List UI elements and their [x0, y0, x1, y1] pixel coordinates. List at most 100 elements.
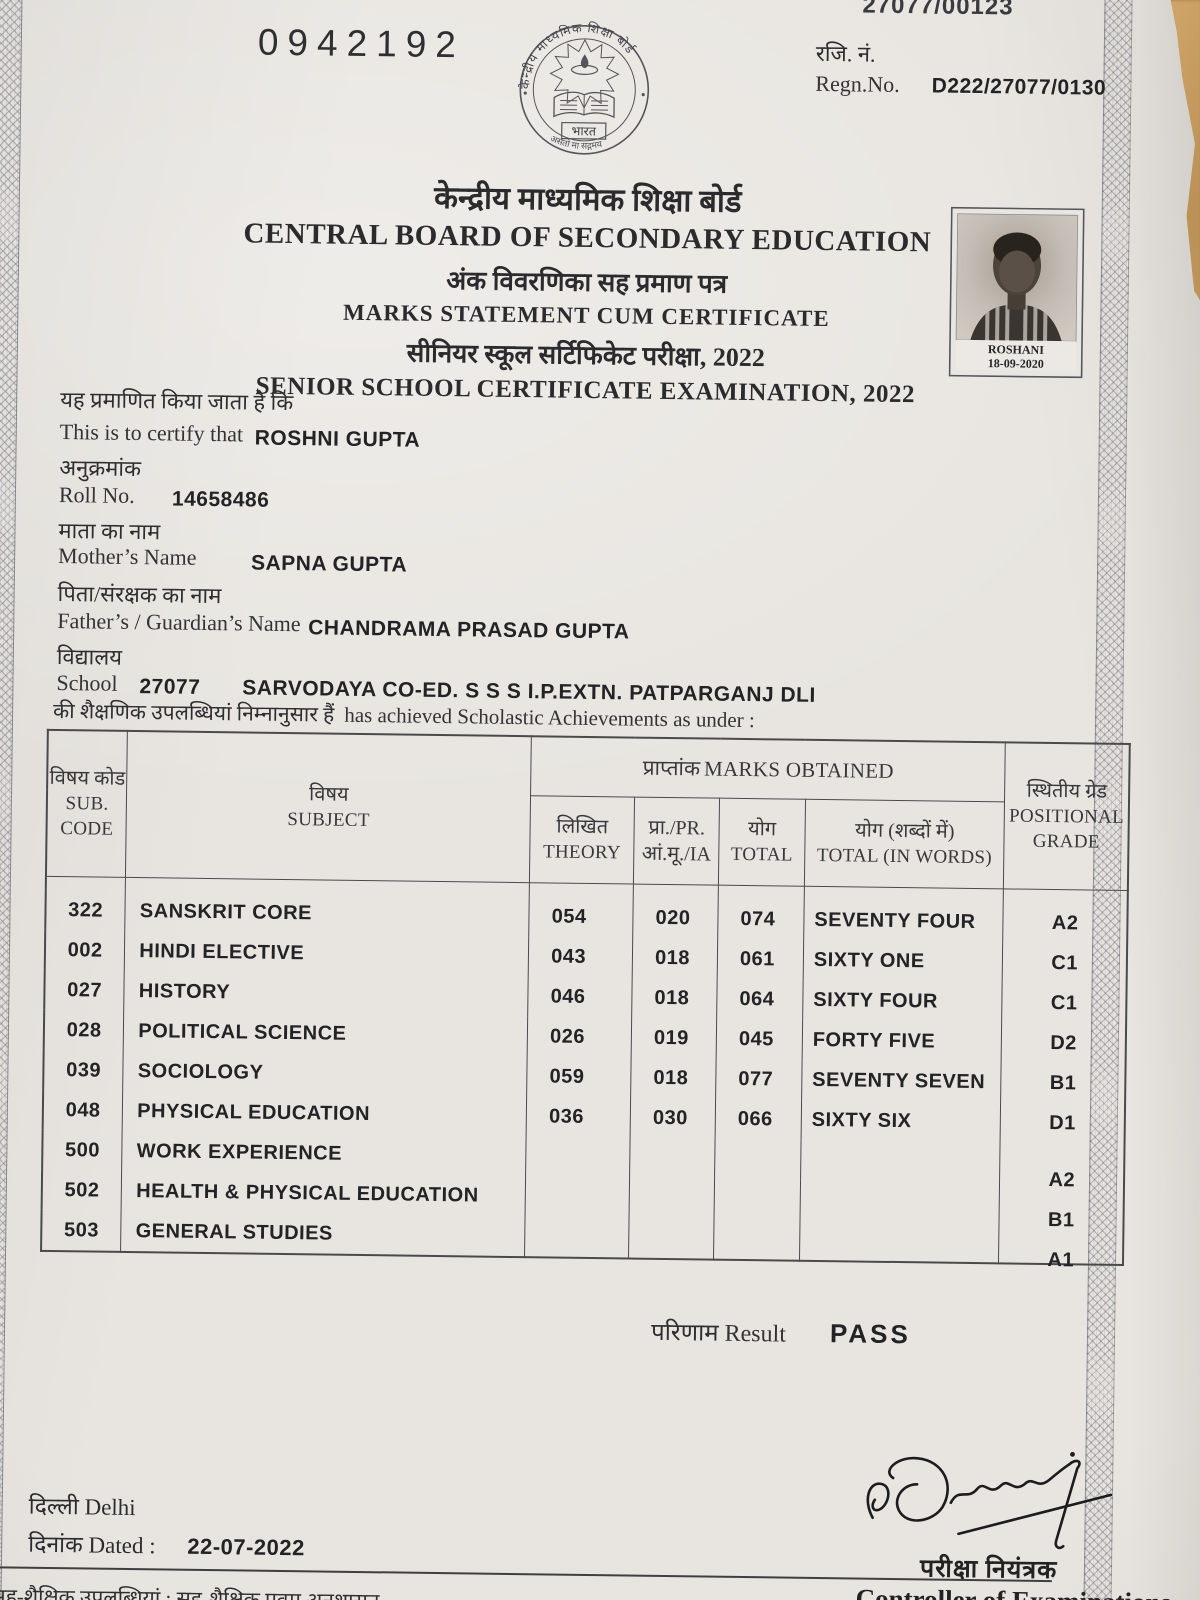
- result-label-hindi: परिणाम: [650, 1319, 719, 1347]
- signature-scribble: [866, 1451, 1113, 1550]
- father-name: CHANDRAMA PRASAD GUPTA: [308, 616, 630, 644]
- cell-total-words: FORTY FIVE: [802, 1019, 1003, 1063]
- cell-total-words: [799, 1179, 1001, 1223]
- cell-sub-code: 002: [44, 929, 126, 971]
- cell-total: [714, 1138, 801, 1180]
- roll-label-hindi: अनुक्रमांक: [59, 454, 142, 482]
- top-edge-code: 27077/00123: [862, 0, 1014, 21]
- date-value: 22-07-2022: [187, 1533, 306, 1561]
- place-line: दिल्ली Delhi: [29, 1489, 136, 1522]
- date-label-hindi: दिनांक: [28, 1531, 83, 1558]
- cell-total: 066: [715, 1098, 802, 1140]
- cell-sub-code: 039: [43, 1049, 124, 1091]
- cell-theory: [524, 1216, 630, 1259]
- cell-sub-code: 028: [43, 1009, 125, 1051]
- cell-total: [714, 1178, 801, 1220]
- cell-practical: 018: [632, 937, 718, 979]
- certify-label-english: This is to certify that: [59, 419, 244, 447]
- coscholastic-note: सह-शैक्षिक उपलब्धियां : सह-शैक्षिक एवम अ…: [0, 1584, 380, 1600]
- photo-caption-name: ROSHANI: [988, 342, 1045, 357]
- cell-practical: 018: [631, 977, 718, 1019]
- school-label-hindi: विद्यालय: [56, 643, 123, 670]
- cell-total-words: [799, 1219, 1000, 1264]
- cell-theory: 043: [528, 936, 633, 978]
- registration-block: रजि. नं. Regn.No. D222/27077/0130: [815, 39, 1107, 104]
- cell-total: 045: [716, 1018, 803, 1060]
- col-header-theory: लिखित THEORY: [529, 795, 635, 885]
- cell-subject: PHYSICAL EDUCATION: [122, 1090, 527, 1137]
- signer-title-english: Controller of Examinations: [855, 1584, 1171, 1600]
- date-line: दिनांक Dated : 22-07-2022: [28, 1527, 305, 1563]
- result-value: PASS: [829, 1318, 912, 1350]
- svg-text:केन्द्रीय माध्यमिक शिक्षा बोर्: केन्द्रीय माध्यमिक शिक्षा बोर्ड: [517, 19, 638, 91]
- col-header-marks-obtained: प्राप्तांक MARKS OBTAINED: [530, 736, 1006, 802]
- cell-subject: WORK EXPERIENCE: [121, 1130, 527, 1177]
- cell-theory: 036: [526, 1096, 631, 1138]
- place-english: Delhi: [84, 1494, 136, 1521]
- cell-total-words: SIXTY ONE: [803, 939, 1004, 983]
- emblem-ring-text: केन्द्रीय माध्यमिक शिक्षा बोर्ड: [517, 19, 638, 91]
- col-header-subject: विषय SUBJECT: [125, 730, 532, 883]
- cell-practical: [628, 1217, 715, 1260]
- cell-total-words: SEVENTY FOUR: [803, 899, 1004, 943]
- cell-total-words: [800, 1139, 1001, 1183]
- cbse-emblem-icon: केन्द्रीय माध्यमिक शिक्षा बोर्ड भारत असत…: [517, 19, 650, 155]
- cell-total: 064: [716, 978, 804, 1020]
- cell-subject: GENERAL STUDIES: [120, 1210, 526, 1258]
- serial-number: 0942192: [257, 21, 466, 66]
- mother-label-english: Mother’s Name: [57, 542, 197, 570]
- achievements-english: has achieved Scholastic Achievements as …: [344, 702, 755, 733]
- cell-grade: A2: [1003, 902, 1128, 945]
- cell-theory: 046: [527, 976, 633, 1018]
- cell-practical: 018: [630, 1057, 717, 1099]
- mother-label-hindi: माता का नाम: [58, 517, 161, 545]
- candidate-name: ROSHNI GUPTA: [254, 426, 421, 452]
- achievements-hindi: की शैक्षणिक उपलब्धियां निम्नानुसार हैं: [52, 698, 335, 727]
- cell-theory: [525, 1136, 631, 1178]
- father-label-english: Father’s / Guardian’s Name: [57, 607, 301, 637]
- cell-total-words: SIXTY FOUR: [802, 979, 1003, 1023]
- cell-subject: HISTORY: [124, 970, 529, 1017]
- marks-table-body: 322 SANSKRIT CORE 054 020 074 SEVENTY FO…: [41, 876, 1128, 1271]
- roll-label-english: Roll No.: [58, 481, 135, 508]
- cell-total: 061: [717, 938, 804, 980]
- col-header-sub-code: विषय कोड SUB. CODE: [45, 729, 128, 878]
- cell-sub-code: 048: [42, 1089, 124, 1131]
- cell-sub-code: 027: [44, 969, 125, 1011]
- school-code: 27077: [139, 675, 201, 699]
- regn-number: D222/27077/0130: [931, 74, 1107, 100]
- cell-total-words: SEVENTY SEVEN: [801, 1059, 1002, 1103]
- cell-theory: 059: [526, 1056, 632, 1098]
- cell-theory: 054: [528, 896, 634, 938]
- cell-sub-code: 502: [41, 1169, 122, 1211]
- roll-number: 14658486: [171, 487, 270, 512]
- cell-theory: [525, 1176, 630, 1218]
- cell-sub-code: 503: [41, 1209, 122, 1252]
- cell-grade: B1: [1001, 1062, 1126, 1105]
- col-header-total-words: योग (शब्दों में) TOTAL (IN WORDS): [804, 799, 1005, 889]
- result-label-english: Result: [724, 1320, 787, 1348]
- result-line: परिणाम Result PASS: [651, 1315, 911, 1351]
- father-label-hindi: पिता/संरक्षक का नाम: [57, 580, 222, 609]
- col-header-positional-grade: स्थितीय ग्रेड POSITIONAL GRADE: [1003, 742, 1130, 891]
- cell-theory: 026: [527, 1016, 632, 1058]
- cell-subject: SOCIOLOGY: [123, 1050, 528, 1097]
- certify-label-hindi: यह प्रमाणित किया जाता है कि: [60, 387, 294, 416]
- cell-subject: HEALTH & PHYSICAL EDUCATION: [121, 1170, 526, 1217]
- emblem-banner-text: भारत: [572, 124, 597, 138]
- certificate-header: केन्द्रीय माध्यमिक शिक्षा बोर्ड CENTRAL …: [90, 171, 1083, 411]
- place-hindi: दिल्ली: [28, 1493, 79, 1520]
- regn-label-hindi: रजि. नं.: [815, 40, 876, 67]
- cell-grade: A2: [1000, 1142, 1125, 1191]
- marks-table: विषय कोड SUB. CODE विषय SUBJECT प्राप्ता…: [40, 728, 1131, 1271]
- cell-subject: HINDI ELECTIVE: [124, 930, 529, 977]
- exam-title-hindi: सीनियर स्कूल सर्टिफिकेट परीक्षा, 2022: [406, 338, 766, 373]
- cell-practical: [629, 1137, 716, 1179]
- candidate-photo: ROSHANI 18-09-2020: [948, 206, 1085, 379]
- cell-practical: 030: [630, 1097, 716, 1139]
- regn-label-english: Regn.No.: [815, 70, 900, 97]
- photo-caption-date: 18-09-2020: [988, 356, 1044, 371]
- cell-practical: 020: [632, 897, 719, 939]
